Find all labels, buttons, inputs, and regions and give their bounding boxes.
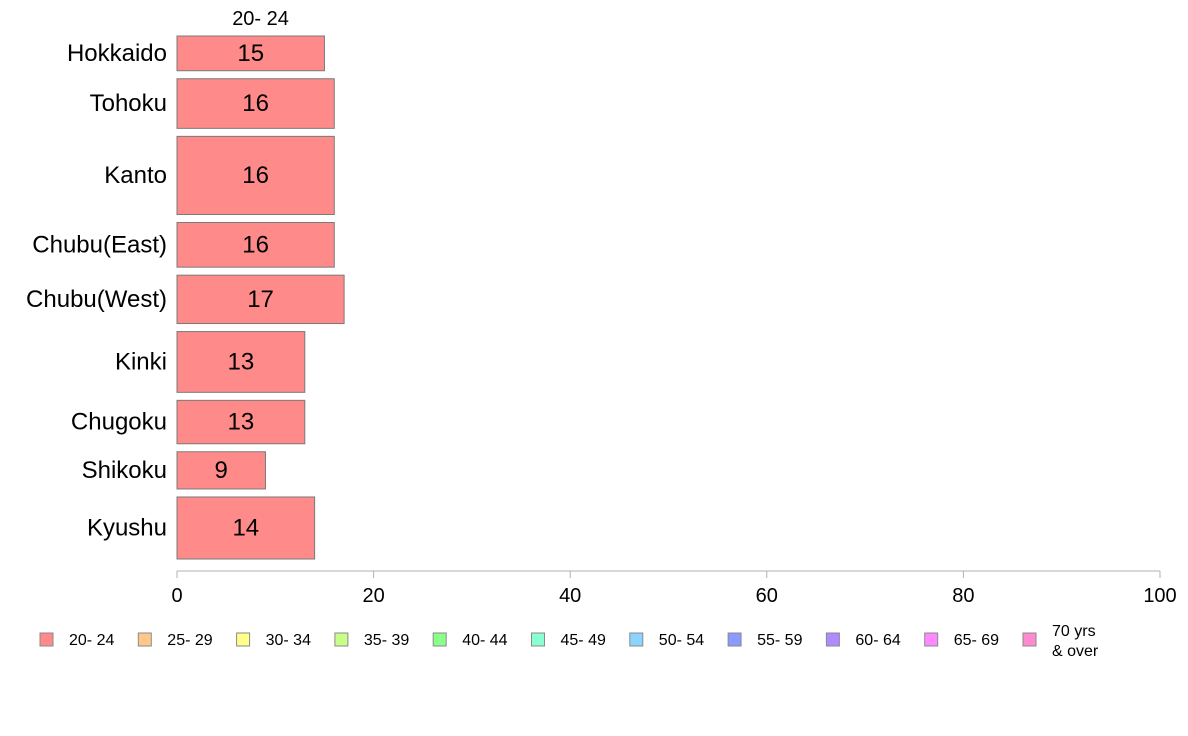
x-tick-label: 20 [362,585,384,607]
series-header-label: 20- 24 [232,8,289,30]
legend-label: 35- 39 [364,632,409,649]
bar-segment [176,331,306,393]
category-label: Chugoku [71,409,167,436]
bar-value-label: 17 [247,286,274,313]
bar-segment [176,399,306,445]
category-label: Chubu(West) [26,286,167,313]
bars-group: 20- 24 Hokkaido 15 Tohoku 16 Kanto 16 Chubu(Eas… [26,8,345,560]
legend-label: 60- 64 [855,632,900,649]
category-label: Kanto [104,162,167,189]
bar-value-label: 14 [232,514,259,541]
bar-value-label: 16 [242,90,269,117]
legend-label: 55- 59 [757,632,802,649]
bar-segment [176,222,335,268]
legend-swatch [1022,632,1037,647]
legend-label: 70 yrs & over [1052,623,1099,660]
category-label: Kinki [115,348,167,375]
bar-value-label: 16 [242,162,269,189]
category-label: Kyushu [87,514,167,541]
legend-label: 40- 44 [462,632,507,649]
x-tick-label: 0 [171,585,182,607]
bar-segment [176,135,335,216]
legend-swatch [39,632,54,647]
bar-value-label: 13 [228,348,255,375]
bar-segment [176,78,335,129]
legend-label: 65- 69 [954,632,999,649]
category-label: Shikoku [82,457,167,484]
bar-value-label: 9 [215,457,228,484]
legend-swatch [531,632,545,647]
legend-swatch [137,632,152,647]
bar-segment [176,274,345,325]
category-label: Chubu(East) [32,231,167,258]
legend-swatch [432,632,447,647]
bar-segment [176,35,325,72]
legend-swatch [236,632,251,647]
legend-swatch [334,632,349,647]
x-axis: 0 20 40 60 80 100 [171,570,1177,607]
x-tick-label: 100 [1143,585,1176,607]
x-tick-label: 60 [756,585,778,607]
legend: 20- 24 25- 29 30- 34 35- 39 40- 44 45- 49 50- … [39,623,1099,660]
x-tick-label: 40 [559,585,581,607]
legend-label: 30- 34 [266,632,311,649]
bar-segment [176,496,316,560]
legend-swatch [924,632,939,647]
category-label: Hokkaido [67,40,167,67]
legend-swatch [629,632,644,647]
bar-value-label: 13 [228,409,255,436]
legend-label: 25- 29 [167,632,212,649]
bar-value-label: 15 [237,40,264,67]
x-tick-label: 80 [952,585,974,607]
legend-label: 50- 54 [659,632,704,649]
legend-label: 45- 49 [561,632,606,649]
bar-segment [176,451,266,490]
legend-swatch [727,632,742,647]
bar-value-label: 16 [242,231,269,258]
category-label: Tohoku [90,90,167,117]
legend-label: 20- 24 [69,632,114,649]
legend-swatch [825,632,840,647]
